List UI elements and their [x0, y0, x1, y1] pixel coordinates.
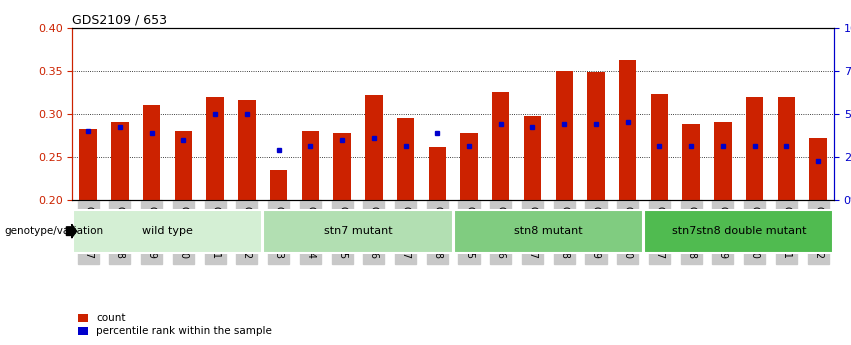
Bar — [460, 133, 477, 200]
Bar — [238, 100, 255, 200]
Bar — [619, 60, 637, 200]
Bar — [270, 170, 288, 200]
Bar — [683, 124, 700, 200]
Bar — [111, 122, 129, 200]
Bar — [714, 122, 732, 200]
Bar — [523, 116, 541, 200]
Bar — [365, 95, 383, 200]
Bar — [746, 97, 763, 200]
Legend: count, percentile rank within the sample: count, percentile rank within the sample — [77, 313, 272, 336]
Text: wild type: wild type — [142, 226, 193, 236]
Bar — [429, 147, 446, 200]
Bar — [644, 210, 833, 253]
Bar — [492, 92, 510, 200]
Bar — [79, 128, 97, 200]
Bar — [207, 97, 224, 200]
Text: GDS2109 / 653: GDS2109 / 653 — [72, 13, 168, 27]
Bar — [778, 97, 795, 200]
Bar — [301, 131, 319, 200]
Bar — [454, 210, 643, 253]
Text: stn7 mutant: stn7 mutant — [323, 226, 392, 236]
Bar — [334, 133, 351, 200]
Bar — [73, 210, 262, 253]
Bar — [556, 71, 573, 200]
Bar — [143, 105, 160, 200]
Text: stn8 mutant: stn8 mutant — [514, 226, 583, 236]
Bar — [651, 94, 668, 200]
Bar — [397, 118, 414, 200]
Bar — [174, 131, 192, 200]
Text: stn7stn8 double mutant: stn7stn8 double mutant — [671, 226, 806, 236]
Bar — [809, 138, 827, 200]
Text: genotype/variation: genotype/variation — [4, 226, 103, 236]
Bar — [587, 71, 605, 200]
Bar — [263, 210, 453, 253]
